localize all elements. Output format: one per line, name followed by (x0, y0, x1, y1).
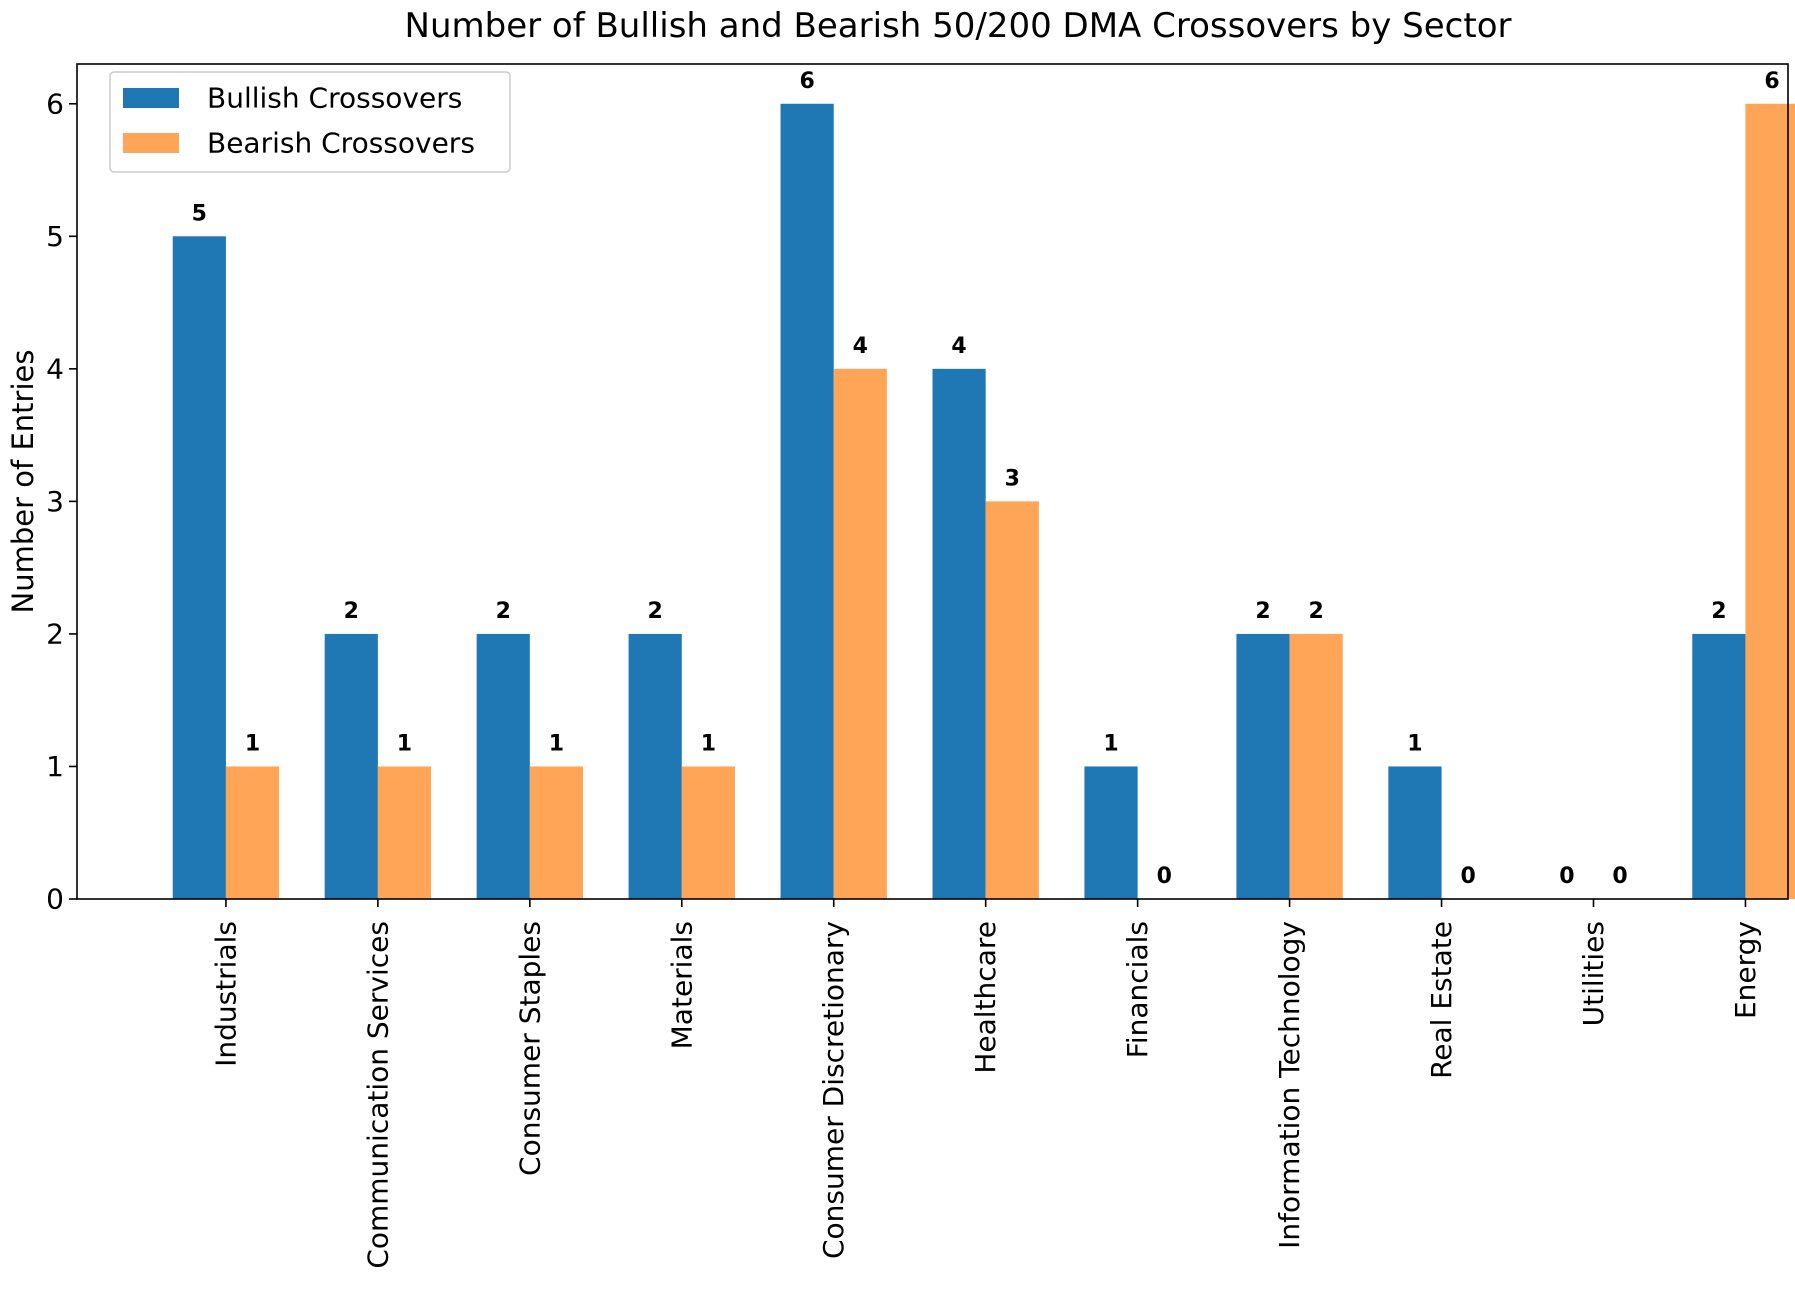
bar-bullish (1084, 766, 1138, 899)
bar-value-label-bearish: 1 (701, 731, 716, 756)
bar-value-label-bullish: 2 (344, 599, 359, 624)
legend-label-bullish: Bullish Crossovers (207, 82, 462, 115)
y-tick-label: 0 (46, 883, 64, 916)
bar-bearish (225, 766, 280, 899)
legend-swatch-bullish (123, 88, 179, 108)
bar-value-label-bearish: 0 (1612, 864, 1627, 889)
bar-value-label-bearish: 1 (245, 731, 260, 756)
chart-title: Number of Bullish and Bearish 50/200 DMA… (405, 6, 1512, 46)
bar-bullish (476, 633, 530, 899)
x-tick-label: Materials (665, 921, 698, 1049)
bar-bullish (628, 633, 682, 899)
x-tick-label: Healthcare (969, 921, 1002, 1074)
y-axis: 0 1 2 3 4 5 6 (46, 87, 77, 916)
bar-value-label-bearish: 6 (1764, 69, 1779, 94)
x-tick-label: Financials (1121, 921, 1154, 1058)
bar-value-label-bullish: 2 (496, 599, 511, 624)
bar-bullish (932, 368, 986, 899)
bar-bearish (985, 501, 1039, 899)
x-tick-label: Industrials (209, 921, 242, 1067)
bar-value-label-bullish: 6 (799, 69, 814, 94)
y-tick-label: 1 (46, 750, 64, 783)
bar-value-label-bearish: 1 (549, 731, 564, 756)
x-tick-label: Communication Services (361, 921, 394, 1269)
bar-bearish (681, 766, 735, 899)
bar-value-label-bearish: 2 (1309, 599, 1324, 624)
bar-value-label-bullish: 1 (1407, 731, 1422, 756)
bar-bearish (377, 766, 432, 899)
legend-swatch-bearish (123, 133, 179, 153)
bar-bullish (324, 633, 378, 899)
bar-value-label-bearish: 0 (1157, 864, 1172, 889)
y-tick-label: 2 (46, 617, 64, 650)
y-axis-label: Number of Entries (6, 350, 40, 614)
bar-value-label-bullish: 2 (1255, 599, 1270, 624)
plot-frame (76, 63, 1789, 900)
x-tick-label: Energy (1729, 921, 1762, 1019)
x-axis: Industrials Communication Services Consume… (209, 899, 1762, 1269)
bar-bullish (1388, 766, 1442, 899)
bar-value-label-bullish: 2 (1711, 599, 1726, 624)
bar-value-label-bullish: 1 (1103, 731, 1118, 756)
x-tick-label: Consumer Discretionary (817, 921, 850, 1259)
x-tick-label: Consumer Staples (513, 921, 546, 1176)
legend: Bullish Crossovers Bearish Crossovers (109, 71, 511, 173)
x-tick-label: Real Estate (1425, 921, 1458, 1079)
x-tick-label: Utilities (1577, 921, 1610, 1026)
bar-bullish (1692, 633, 1746, 899)
bar-value-label-bullish: 0 (1559, 864, 1574, 889)
legend-box (109, 71, 511, 173)
bar-bullish (780, 103, 834, 899)
y-tick-label: 6 (46, 87, 64, 120)
bars-layer (172, 103, 1795, 900)
bar-value-label-bearish: 1 (397, 731, 412, 756)
bar-value-label-bullish: 4 (951, 334, 966, 359)
bar-value-label-bullish: 5 (192, 201, 207, 226)
bar-value-label-bearish: 3 (1005, 466, 1020, 491)
bar-bearish (529, 766, 584, 899)
bar-bearish (1745, 103, 1795, 899)
bar-value-label-bearish: 4 (853, 334, 868, 359)
bar-bullish (172, 236, 226, 900)
bar-bullish (1236, 633, 1290, 899)
y-tick-label: 3 (46, 485, 64, 518)
bar-bearish (833, 368, 887, 899)
bar-value-label-bearish: 0 (1460, 864, 1475, 889)
bar-labels-layer: 5 2 2 2 6 4 1 2 1 0 2 1 1 1 1 4 3 0 2 0 0 6 (192, 69, 1780, 889)
x-tick-label: Information Technology (1273, 921, 1306, 1249)
bar-value-label-bullish: 2 (648, 599, 663, 624)
legend-label-bearish: Bearish Crossovers (207, 127, 475, 160)
y-tick-label: 4 (46, 352, 64, 385)
bar-bearish (1289, 633, 1343, 899)
y-tick-label: 5 (46, 220, 64, 253)
